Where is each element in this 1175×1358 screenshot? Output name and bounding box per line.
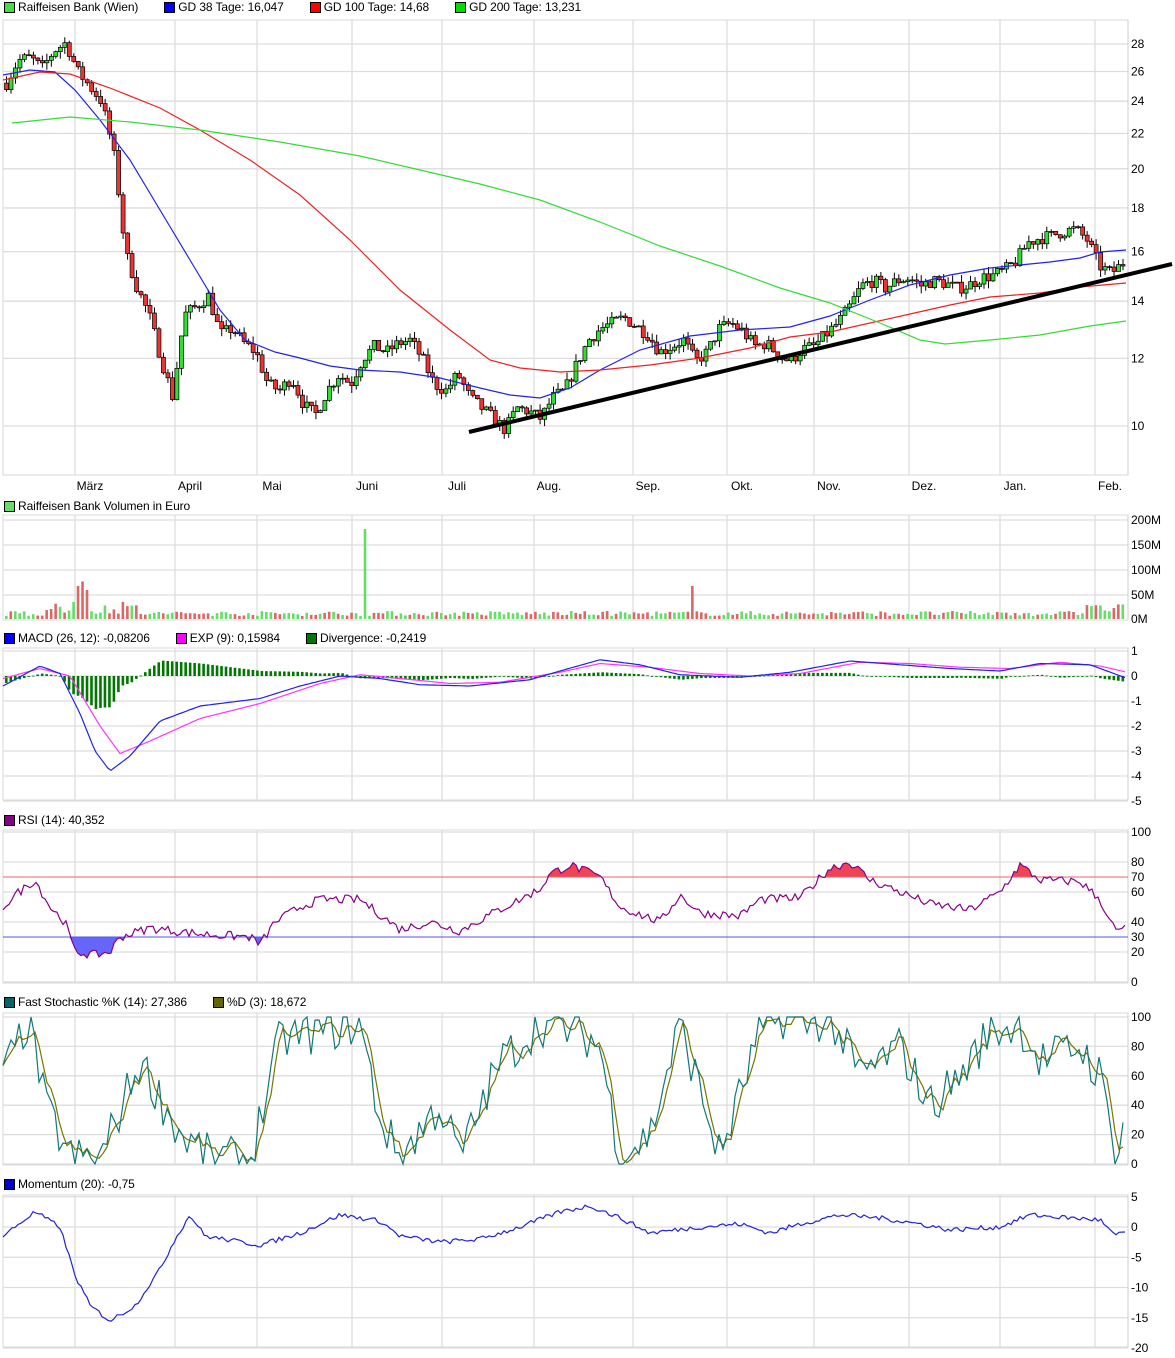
legend-item-price: Raiffeisen Bank (Wien) bbox=[4, 0, 138, 14]
y-tick-label: 0 bbox=[1131, 1157, 1138, 1171]
month-label: Jan. bbox=[1004, 479, 1027, 493]
price-panel: 28 26 24 22 20 18 16 14 12 10 bbox=[2, 19, 1145, 476]
macd-swatch bbox=[4, 632, 15, 644]
y-tick-label: 28 bbox=[1131, 37, 1145, 51]
y-tick-label: -10 bbox=[1131, 1281, 1149, 1295]
month-label: Aug. bbox=[537, 479, 562, 493]
month-label: Nov. bbox=[817, 479, 841, 493]
y-tick-label: 18 bbox=[1131, 201, 1145, 215]
macd-panel: 1 0 -1 -2 -3 -4 -5 bbox=[2, 644, 1142, 808]
y-tick-label: -15 bbox=[1131, 1311, 1149, 1325]
y-tick-label: -4 bbox=[1131, 769, 1142, 783]
y-tick-label: 0 bbox=[1131, 1220, 1138, 1234]
volume-bars bbox=[5, 529, 1125, 619]
y-tick-label: 24 bbox=[1131, 94, 1145, 108]
legend-item-gd100: GD 100 Tage: 14,68 bbox=[309, 0, 429, 14]
month-label: Mai bbox=[262, 479, 281, 493]
stochastic-panel: 100 80 60 40 20 0 bbox=[2, 1010, 1151, 1171]
y-tick-label: 0 bbox=[1131, 975, 1138, 989]
y-tick-label: -3 bbox=[1131, 744, 1142, 758]
y-tick-label: 26 bbox=[1131, 64, 1145, 78]
y-tick-label: 20 bbox=[1131, 1128, 1145, 1142]
y-tick-label: 40 bbox=[1131, 1098, 1145, 1112]
y-tick-label: 100M bbox=[1131, 563, 1161, 577]
legend-item-divergence: Divergence: -0,2419 bbox=[306, 631, 426, 645]
month-label: Juni bbox=[356, 479, 378, 493]
rsi-swatch bbox=[4, 814, 15, 826]
momentum-panel: 5 0 -5 -10 -15 -20 bbox=[2, 1190, 1149, 1355]
candles bbox=[4, 37, 1126, 439]
macd-legend: MACD (26, 12): -0,08206 EXP (9): 0,15984… bbox=[4, 631, 452, 645]
y-tick-label: 14 bbox=[1131, 294, 1145, 308]
rsi-panel: 100 80 60 40 20 0 70 30 bbox=[2, 825, 1151, 989]
y-tick-label: 50M bbox=[1131, 588, 1154, 602]
month-label: Sep. bbox=[636, 479, 661, 493]
y-tick-label: 1 bbox=[1131, 644, 1138, 658]
y-tick-label: -5 bbox=[1131, 794, 1142, 808]
legend-item-rsi: RSI (14): 40,352 bbox=[4, 813, 105, 827]
legend-item-gd38: GD 38 Tage: 16,047 bbox=[164, 0, 284, 14]
y-tick-label: 16 bbox=[1131, 245, 1145, 259]
y-tick-label: 20 bbox=[1131, 162, 1145, 176]
legend-item-volume: Raiffeisen Bank Volumen in Euro bbox=[4, 499, 190, 513]
rsi-level-high: 70 bbox=[1131, 870, 1145, 884]
gd38-swatch bbox=[164, 1, 176, 13]
y-tick-label: -20 bbox=[1131, 1341, 1149, 1355]
legend-item-momentum: Momentum (20): -0,75 bbox=[4, 1177, 135, 1191]
y-tick-label: 80 bbox=[1131, 1039, 1145, 1053]
legend-item-stoch-k: Fast Stochastic %K (14): 27,386 bbox=[4, 995, 187, 1009]
y-tick-label: 40 bbox=[1131, 915, 1145, 929]
y-tick-label: 0 bbox=[1131, 669, 1138, 683]
y-tick-label: -1 bbox=[1131, 694, 1142, 708]
y-tick-label: 5 bbox=[1131, 1190, 1138, 1204]
y-tick-label: 12 bbox=[1131, 351, 1145, 365]
y-tick-label: -2 bbox=[1131, 719, 1142, 733]
y-tick-label: 100 bbox=[1131, 825, 1151, 839]
legend-item-macd: MACD (26, 12): -0,08206 bbox=[4, 631, 150, 645]
y-tick-label: 10 bbox=[1131, 419, 1145, 433]
gd200-swatch bbox=[455, 1, 467, 13]
month-label: Feb. bbox=[1098, 479, 1122, 493]
y-tick-label: 60 bbox=[1131, 1069, 1145, 1083]
y-tick-label: -5 bbox=[1131, 1250, 1142, 1264]
y-tick-label: 0M bbox=[1131, 612, 1148, 626]
y-tick-label: 80 bbox=[1131, 855, 1145, 869]
y-tick-label: 20 bbox=[1131, 945, 1145, 959]
divergence-swatch bbox=[306, 632, 318, 644]
volume-swatch bbox=[4, 500, 15, 512]
rsi-level-low: 30 bbox=[1131, 930, 1145, 944]
y-tick-label: 100 bbox=[1131, 1010, 1151, 1024]
y-tick-label: 150M bbox=[1131, 538, 1161, 552]
y-tick-label: 22 bbox=[1131, 126, 1145, 140]
volume-legend: Raiffeisen Bank Volumen in Euro bbox=[4, 499, 216, 513]
price-swatch bbox=[4, 1, 15, 13]
month-label: Dez. bbox=[912, 479, 937, 493]
trendline bbox=[468, 262, 1173, 434]
stochastic-legend: Fast Stochastic %K (14): 27,386 %D (3): … bbox=[4, 995, 332, 1009]
stoch-k-swatch bbox=[4, 996, 15, 1008]
stoch-d-swatch bbox=[212, 996, 224, 1008]
gd100-swatch bbox=[309, 1, 321, 13]
price-legend: Raiffeisen Bank (Wien) GD 38 Tage: 16,04… bbox=[4, 0, 607, 14]
month-label: März bbox=[77, 479, 104, 493]
y-tick-label: 200M bbox=[1131, 513, 1161, 527]
legend-item-exp: EXP (9): 0,15984 bbox=[175, 631, 280, 645]
volume-panel: 200M 150M 100M 50M 0M bbox=[2, 513, 1161, 626]
y-tick-label: 60 bbox=[1131, 885, 1145, 899]
x-axis-months: März April Mai Juni Juli Aug. Sep. Okt. Nov. Dez.… bbox=[77, 479, 1122, 493]
momentum-legend: Momentum (20): -0,75 bbox=[4, 1177, 161, 1191]
month-label: April bbox=[178, 479, 202, 493]
month-label: Juli bbox=[448, 479, 466, 493]
legend-item-stoch-d: %D (3): 18,672 bbox=[212, 995, 306, 1009]
month-label: Okt. bbox=[731, 479, 753, 493]
momentum-swatch bbox=[4, 1178, 15, 1190]
legend-item-gd200: GD 200 Tage: 13,231 bbox=[455, 0, 581, 14]
exp-swatch bbox=[175, 632, 187, 644]
rsi-legend: RSI (14): 40,352 bbox=[4, 813, 130, 827]
